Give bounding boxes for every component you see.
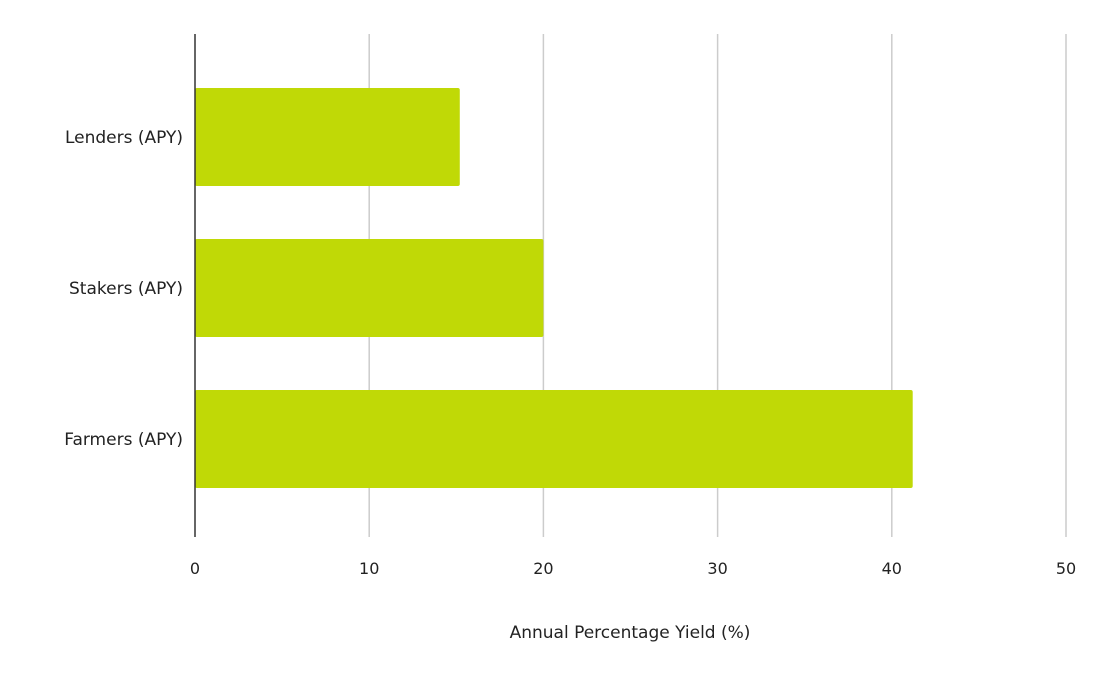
x-tick-label: 20 (533, 559, 553, 578)
bar-1 (195, 239, 544, 337)
x-tick-label: 40 (882, 559, 902, 578)
category-label: Lenders (APY) (65, 128, 183, 148)
x-tick-label: 10 (359, 559, 379, 578)
bar-0 (195, 88, 460, 186)
bar-layer (195, 88, 913, 488)
label-layer: 0 10 20 30 40 50 Lenders (APY) Stakers (APY) Far… (64, 128, 1076, 578)
x-axis-title: Annual Percentage Yield (%) (510, 623, 751, 643)
category-label: Farmers (APY) (64, 430, 183, 450)
x-tick-label: 30 (707, 559, 727, 578)
x-tick-label: 50 (1056, 559, 1076, 578)
bar-2 (195, 390, 913, 488)
x-tick-label: 0 (190, 559, 200, 578)
category-label: Stakers (APY) (69, 279, 183, 299)
